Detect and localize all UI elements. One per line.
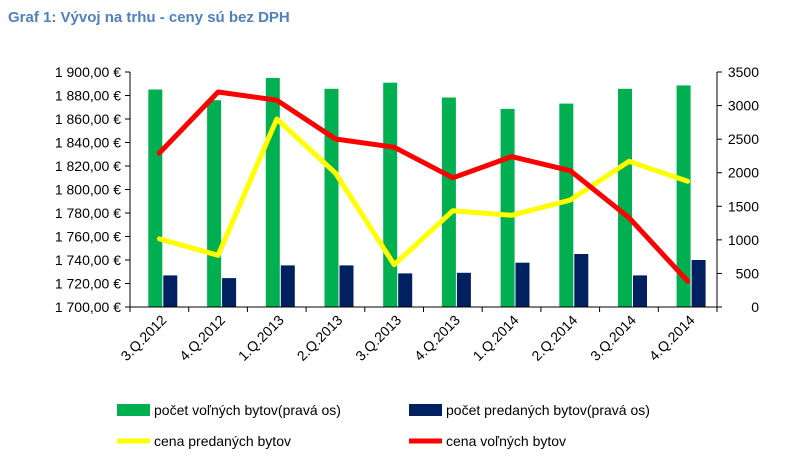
left-tick-label: 1 760,00 € — [55, 229, 121, 245]
x-category-label: 3.Q.2012 — [117, 312, 169, 364]
bar-sold-flats-8 — [633, 275, 647, 307]
bar-sold-flats-6 — [515, 262, 530, 307]
bar-sold-flats-2 — [280, 265, 295, 307]
bar-sold-flats-0 — [163, 275, 178, 307]
x-category-label: 4.Q.2013 — [411, 312, 463, 364]
right-tick-label: 2500 — [728, 131, 759, 147]
legend-free-price-label: cena voľných bytov — [446, 433, 566, 449]
left-tick-label: 1 720,00 € — [55, 276, 121, 292]
left-tick-label: 1 860,00 € — [55, 111, 121, 127]
left-tick-label: 1 840,00 € — [55, 135, 121, 151]
bar-free-flats-8 — [618, 88, 632, 307]
chart-title: Graf 1: Vývoj na trhu - ceny sú bez DPH — [8, 9, 290, 26]
legend-sold-flats-swatch — [409, 404, 442, 416]
bar-free-flats-7 — [559, 103, 574, 307]
x-category-label: 4.Q.2012 — [176, 312, 228, 364]
bar-sold-flats-5 — [456, 272, 471, 307]
right-tick-label: 2000 — [728, 165, 759, 181]
legend-free-flats-label: počet voľných bytov(pravá os) — [154, 402, 341, 418]
x-category-label: 3.Q.2013 — [352, 312, 404, 364]
line-sold-price — [156, 116, 691, 268]
x-category-label: 3.Q.2014 — [587, 312, 639, 364]
bar-sold-flats-4 — [398, 273, 413, 307]
right-tick-label: 0 — [751, 299, 759, 315]
bar-free-flats-3 — [324, 88, 339, 307]
x-category-label: 1.Q.2013 — [235, 312, 287, 364]
legend-sold-flats-label: počet predaných bytov(pravá os) — [446, 402, 650, 418]
left-tick-label: 1 900,00 € — [55, 64, 121, 80]
x-category-label: 2.Q.2013 — [294, 312, 346, 364]
x-category-label: 2.Q.2014 — [528, 312, 580, 364]
bar-free-flats-1 — [207, 100, 222, 307]
left-tick-label: 1 800,00 € — [55, 182, 121, 198]
legend-sold-flats: počet predaných bytov(pravá os) — [409, 402, 650, 418]
bar-free-flats-6 — [500, 108, 515, 308]
left-tick-label: 1 880,00 € — [55, 88, 121, 104]
bar-free-flats-5 — [441, 97, 456, 307]
legend-sold-price-label: cena predaných bytov — [154, 433, 291, 449]
left-tick-label: 1 780,00 € — [55, 205, 121, 221]
line-free-price — [156, 89, 691, 284]
right-tick-label: 1500 — [728, 198, 759, 214]
legend-sold-price: cena predaných bytov — [117, 433, 291, 449]
right-tick-label: 500 — [736, 265, 760, 281]
bar-free-flats-2 — [265, 78, 280, 307]
left-tick-label: 1 700,00 € — [55, 299, 121, 315]
x-category-label: 4.Q.2014 — [646, 312, 698, 364]
right-tick-label: 3500 — [728, 64, 759, 80]
bar-sold-flats-7 — [574, 254, 589, 307]
bar-sold-flats-3 — [339, 265, 354, 307]
right-tick-label: 3000 — [728, 98, 759, 114]
bar-free-flats-9 — [676, 85, 691, 308]
left-tick-label: 1 820,00 € — [55, 158, 121, 174]
bar-free-flats-0 — [148, 89, 163, 307]
bar-sold-flats-9 — [691, 260, 706, 307]
legend-free-price: cena voľných bytov — [409, 433, 566, 449]
legend-free-flats-swatch — [117, 404, 150, 416]
x-category-label: 1.Q.2014 — [470, 312, 522, 364]
legend-free-flats: počet voľných bytov(pravá os) — [117, 402, 341, 418]
left-tick-label: 1 740,00 € — [55, 252, 121, 268]
bar-sold-flats-1 — [222, 278, 237, 307]
bar-free-flats-4 — [383, 82, 398, 307]
right-tick-label: 1000 — [728, 232, 759, 248]
